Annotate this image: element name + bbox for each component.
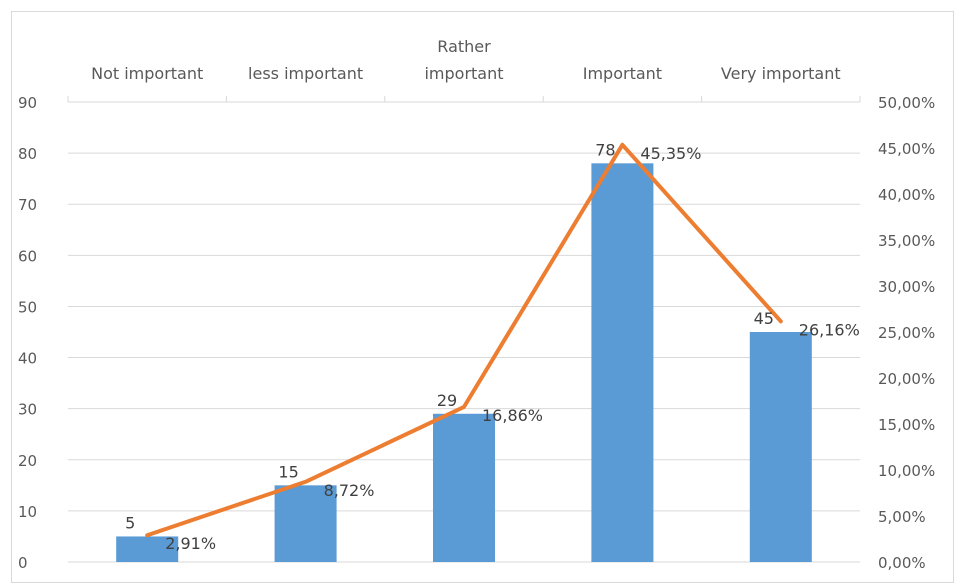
line-value-label: 45,35% (640, 144, 701, 163)
category-label: Important (583, 64, 662, 83)
line-value-label: 16,86% (482, 406, 543, 425)
bar (433, 413, 495, 562)
left-tick-label: 40 (18, 350, 37, 368)
left-axis-ticks: 0 10 20 30 40 50 60 70 80 90 (18, 94, 37, 572)
bar-value-label: 29 (437, 391, 457, 410)
bar (591, 163, 654, 563)
bar-data-labels: 5 15 29 78 45 (125, 140, 774, 532)
right-axis-ticks: 0,00% 5,00% 10,00% 15,00% 20,00% 25,00% 30,00%… (878, 94, 935, 572)
category-axis: Not important less important Rather importa… (91, 37, 841, 83)
category-label: Not important (91, 64, 203, 83)
bar-value-label: 5 (125, 513, 135, 532)
right-tick-label: 5,00% (878, 508, 926, 526)
line-value-label: 26,16% (799, 320, 860, 339)
chart-frame (11, 11, 954, 583)
line-series (145, 142, 783, 538)
right-tick-label: 0,00% (878, 554, 926, 572)
left-tick-label: 50 (18, 298, 37, 316)
bar (274, 485, 337, 562)
bar (116, 536, 179, 562)
left-tick-label: 10 (18, 503, 37, 521)
line-data-labels: 2,91% 8,72% 16,86% 45,35% 26,16% (165, 144, 860, 553)
left-tick-label: 90 (18, 94, 37, 112)
left-tick-label: 70 (18, 196, 37, 214)
category-label: less important (248, 64, 363, 83)
left-tick-label: 60 (18, 247, 37, 265)
line-value-label: 8,72% (324, 481, 375, 500)
gridlines (67, 96, 861, 563)
right-tick-label: 35,00% (878, 232, 935, 250)
right-tick-label: 45,00% (878, 140, 935, 158)
right-tick-label: 50,00% (878, 94, 935, 112)
bar-value-label: 15 (278, 462, 298, 481)
right-tick-label: 25,00% (878, 324, 935, 342)
left-tick-label: 20 (18, 452, 37, 470)
right-tick-label: 30,00% (878, 278, 935, 296)
category-label: Rather important (424, 37, 503, 83)
category-label: Very important (721, 64, 841, 83)
left-tick-label: 0 (18, 554, 28, 572)
bar-series (116, 163, 812, 563)
bar (749, 332, 812, 562)
left-tick-label: 80 (18, 145, 37, 163)
right-tick-label: 15,00% (878, 416, 935, 434)
bar-value-label: 45 (754, 309, 774, 328)
right-tick-label: 20,00% (878, 370, 935, 388)
bar-value-label: 78 (595, 140, 615, 159)
right-tick-label: 40,00% (878, 186, 935, 204)
line-value-label: 2,91% (165, 534, 216, 553)
left-tick-label: 30 (18, 401, 37, 419)
right-tick-label: 10,00% (878, 462, 935, 480)
